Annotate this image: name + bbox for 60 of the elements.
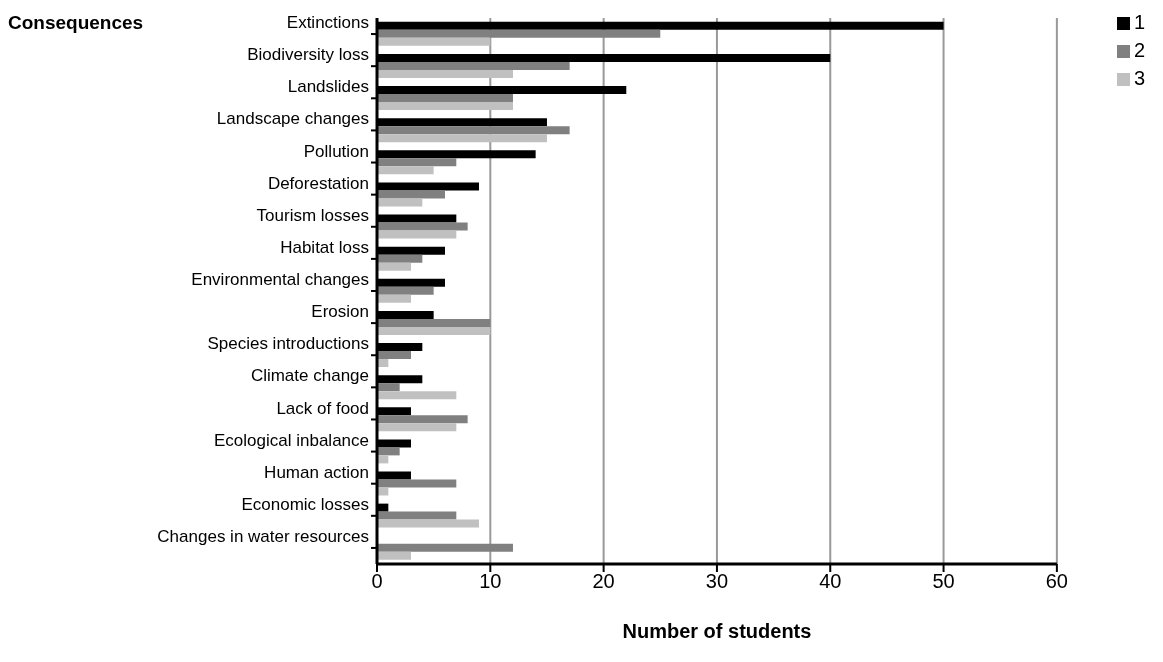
bar	[377, 222, 468, 231]
y-tick-label: Human action	[264, 462, 369, 482]
bar	[377, 351, 411, 360]
bar	[377, 69, 513, 78]
bar	[377, 423, 457, 432]
y-tick-label: Extinctions	[286, 13, 369, 33]
y-tick-label: Lack of food	[276, 398, 369, 418]
x-tick-label: 50	[932, 570, 955, 593]
bar	[377, 551, 411, 560]
text: Consequences	[8, 12, 144, 34]
bar	[377, 262, 411, 271]
y-tick-label: Landslides	[287, 77, 369, 97]
bar	[377, 190, 445, 199]
bar	[377, 102, 513, 111]
y-tick-label: Changes in water resources	[157, 526, 369, 546]
bar	[377, 383, 400, 392]
y-tick-label: Erosion	[311, 302, 369, 322]
y-tick-label: Pollution	[303, 141, 369, 161]
bar	[377, 94, 513, 103]
x-tick-label: 30	[705, 570, 729, 593]
y-tick-label: Ecological inbalance	[214, 430, 369, 450]
legend-label: 1	[1133, 11, 1145, 33]
bar	[377, 391, 457, 400]
bar	[377, 166, 434, 175]
bar	[377, 294, 411, 303]
y-tick-label: Biodiversity loss	[247, 45, 369, 65]
y-tick-label: Deforestation	[267, 173, 369, 193]
bar	[377, 519, 479, 528]
bar	[377, 447, 400, 456]
bar	[377, 543, 513, 552]
x-tick-label: 0	[371, 570, 383, 593]
x-axis-title: Number of students	[622, 620, 812, 642]
bar	[377, 318, 491, 327]
x-tick-label: 40	[819, 570, 842, 593]
bar	[377, 254, 423, 263]
bar	[377, 479, 457, 488]
legend-label: 2	[1133, 39, 1145, 61]
bar	[377, 198, 423, 207]
y-tick-label: Economic losses	[241, 494, 369, 514]
bar	[377, 326, 491, 335]
bar	[377, 286, 434, 295]
bar	[377, 61, 570, 70]
y-tick-label: Climate change	[250, 366, 369, 386]
x-tick-label: 20	[592, 570, 615, 593]
bar	[377, 37, 491, 46]
bar	[377, 415, 468, 424]
bar	[377, 126, 570, 135]
y-tick-label: Species introductions	[207, 334, 369, 354]
bar	[377, 511, 457, 520]
x-tick-label: 10	[479, 570, 502, 593]
bar	[377, 29, 661, 38]
y-tick-label: Tourism losses	[256, 205, 369, 225]
x-tick-label: 60	[1045, 570, 1068, 593]
bar	[377, 158, 457, 167]
bar	[377, 134, 547, 143]
legend-label: 3	[1133, 67, 1145, 89]
y-tick-label: Habitat loss	[280, 237, 369, 257]
y-tick-label: Landscape changes	[216, 109, 369, 129]
bar	[377, 230, 457, 239]
y-tick-label: Environmental changes	[191, 270, 369, 290]
